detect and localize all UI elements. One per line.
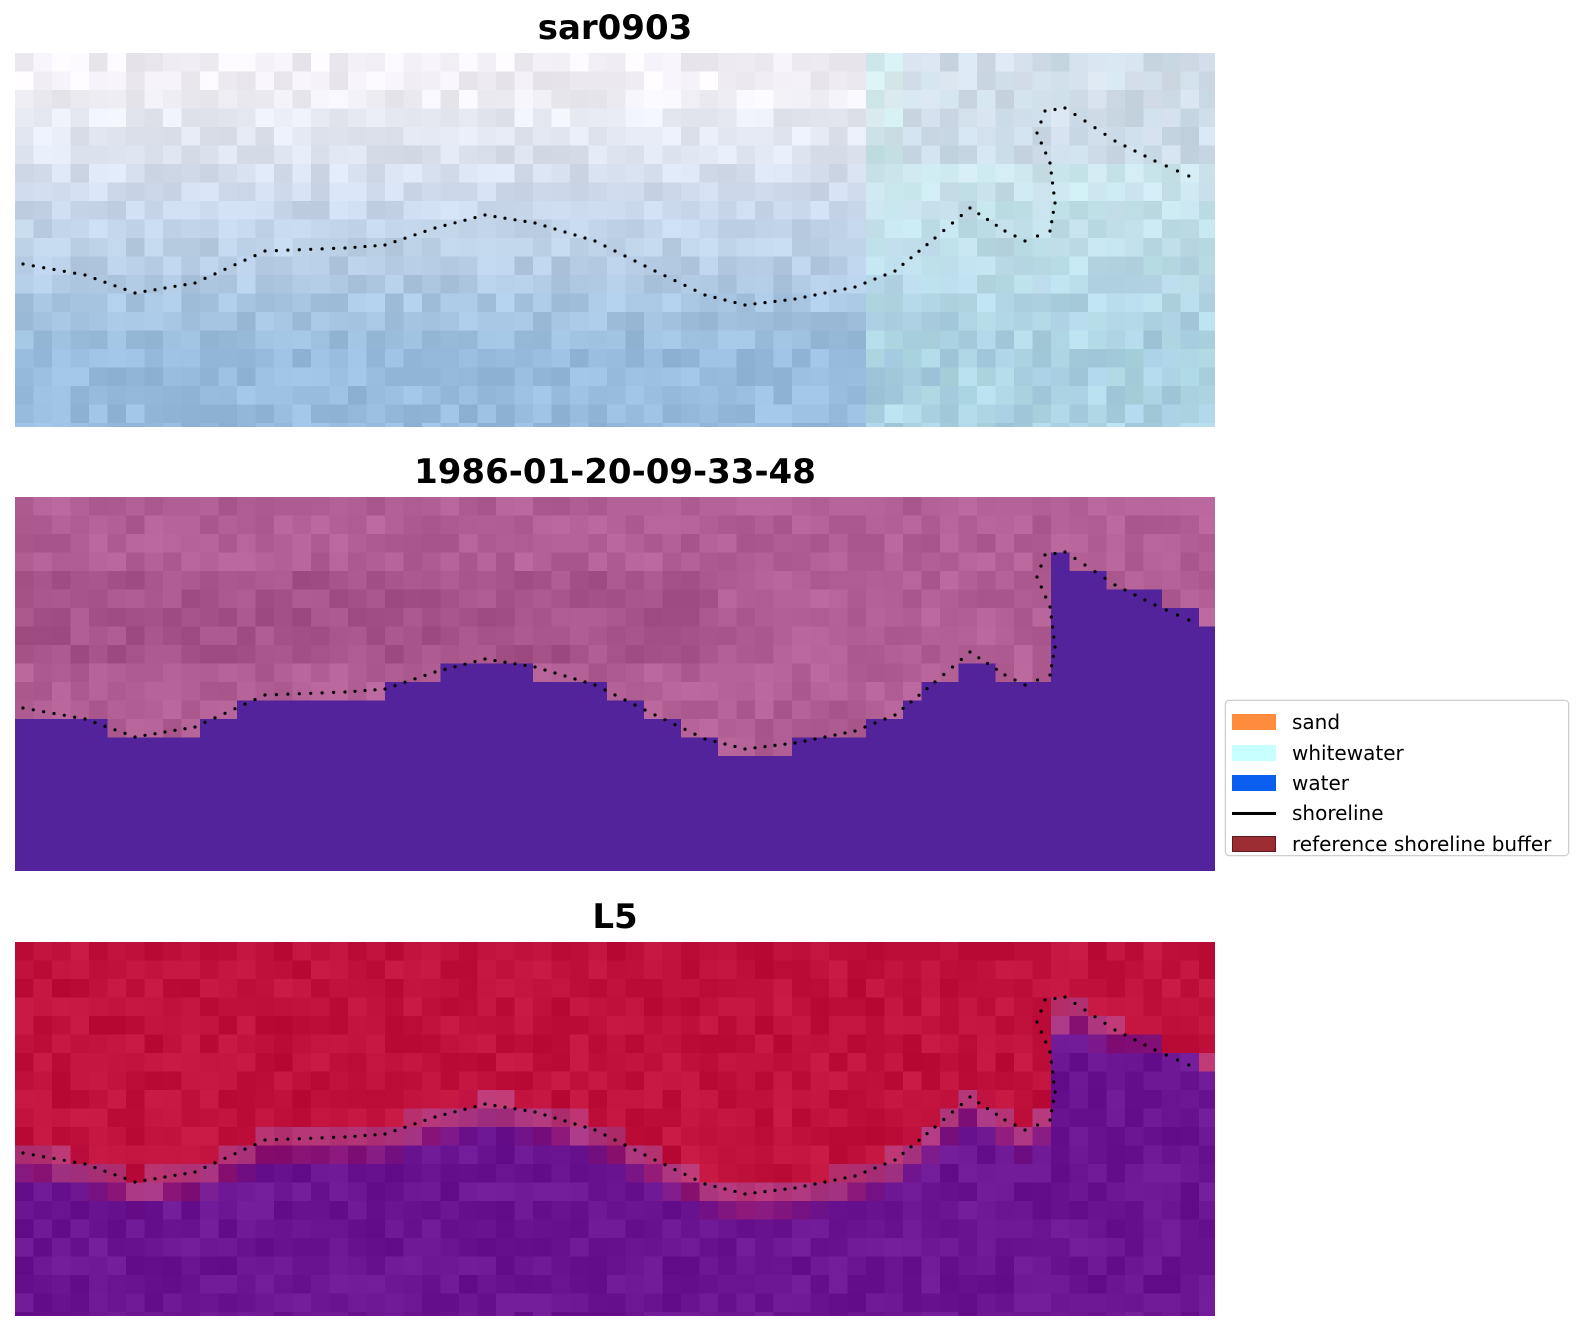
panel-title-sar: sar0903: [537, 8, 693, 48]
probability-image-svg: [15, 942, 1215, 1316]
legend-label-whitewater: whitewater: [1292, 740, 1404, 765]
legend-label-reference-buffer: reference shoreline buffer: [1292, 831, 1552, 856]
legend-label-shoreline: shoreline: [1292, 801, 1384, 826]
legend-label-sand: sand: [1292, 710, 1341, 735]
legend-label-water: water: [1292, 770, 1349, 795]
panel-title-classified: 1986-01-20-09-33-48: [414, 452, 816, 492]
legend-item-whitewater: whitewater: [1226, 737, 1568, 767]
shoreline-dots: [21, 995, 1191, 1196]
legend-swatch-water: [1232, 774, 1276, 791]
legend-swatch-sand: [1232, 714, 1276, 731]
legend-item-water: water: [1226, 768, 1568, 798]
panel-title-probability: L5: [592, 897, 638, 937]
legend-item-shoreline: shoreline: [1226, 798, 1568, 828]
legend: sand whitewater water shoreline referenc…: [1225, 700, 1569, 856]
legend-item-sand: sand: [1226, 707, 1568, 737]
shoreline-dots: [21, 106, 1191, 307]
legend-swatch-whitewater: [1232, 744, 1276, 761]
sar-image-svg: [15, 53, 1215, 427]
classified-image-panel: [15, 497, 1215, 871]
probability-image-panel: [15, 942, 1215, 1316]
legend-item-reference-buffer: reference shoreline buffer: [1226, 829, 1568, 859]
shoreline-dots: [21, 550, 1191, 751]
sar-image-panel: [15, 53, 1215, 427]
legend-line-shoreline: [1232, 805, 1276, 821]
classified-image-svg: [15, 497, 1215, 871]
legend-swatch-reference-buffer: [1232, 835, 1276, 852]
